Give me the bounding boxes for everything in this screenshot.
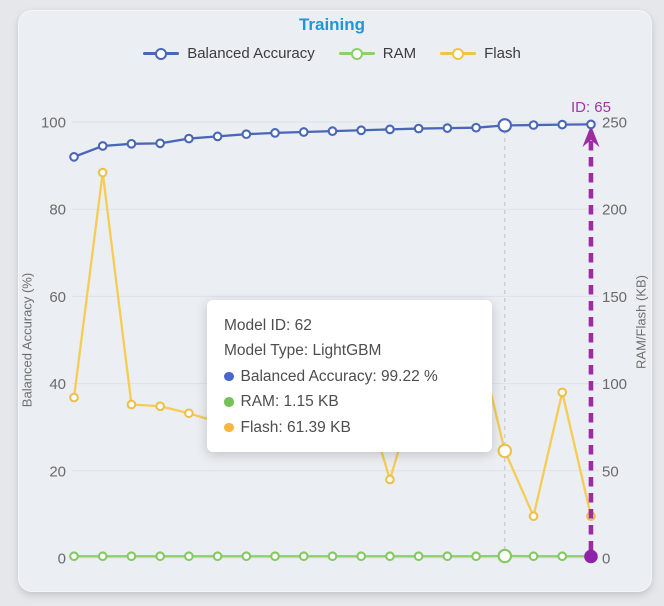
right-axis-tick: 200 — [602, 202, 627, 219]
right-axis-tick: 0 — [602, 551, 610, 568]
legend-circle-icon — [452, 47, 465, 60]
data-point-balanced-accuracy[interactable] — [212, 131, 223, 142]
data-point-flash[interactable] — [385, 474, 395, 485]
annotation-dot — [584, 549, 598, 564]
tooltip-row-balanced-accuracy: Balanced Accuracy: 99.22 % — [224, 364, 475, 389]
data-point-flash[interactable] — [528, 511, 539, 521]
tooltip-model-type: Model Type: LightGBM — [224, 342, 382, 360]
left-axis-tick: 60 — [49, 289, 66, 306]
right-axis-tick: 50 — [602, 463, 619, 480]
data-point-balanced-accuracy[interactable] — [385, 124, 395, 135]
data-point-ram[interactable] — [528, 551, 539, 562]
left-axis-tick: 20 — [49, 463, 66, 480]
ram-dot-icon — [224, 397, 234, 407]
data-point-balanced-accuracy[interactable] — [442, 123, 453, 133]
left-axis-tick: 0 — [58, 551, 66, 568]
data-point-balanced-accuracy[interactable] — [241, 129, 252, 140]
data-point-balanced-accuracy[interactable] — [270, 128, 280, 138]
data-point-flash[interactable] — [126, 399, 137, 410]
annotation-arrow-up-icon — [582, 125, 600, 147]
data-point-ram[interactable] — [241, 551, 252, 562]
series-ram — [69, 548, 596, 564]
left-axis-tick: 100 — [41, 115, 66, 132]
data-point-ram[interactable] — [298, 551, 309, 562]
data-point-balanced-accuracy[interactable] — [356, 125, 367, 136]
legend-line-marker-icon — [440, 47, 477, 60]
legend-label: RAM — [382, 45, 417, 62]
legend-item-balanced-accuracy[interactable]: Balanced Accuracy — [143, 45, 315, 62]
data-point-ram[interactable] — [69, 551, 79, 562]
data-point-flash[interactable] — [155, 401, 166, 412]
legend-label: Flash — [484, 45, 521, 62]
legend-label: Balanced Accuracy — [187, 45, 315, 62]
legend-item-flash[interactable]: Flash — [440, 45, 521, 62]
data-point-flash[interactable] — [557, 387, 568, 398]
data-point-balanced-accuracy[interactable] — [557, 119, 568, 130]
data-point-balanced-accuracy[interactable] — [586, 119, 596, 130]
data-point-ram[interactable] — [442, 551, 453, 562]
right-axis-tick: 100 — [602, 376, 627, 393]
annotation-id-65: ID: 65 — [571, 99, 611, 564]
legend-circle-icon — [350, 47, 363, 60]
series-balanced-accuracy — [69, 118, 596, 162]
legend-line-marker-icon — [143, 47, 180, 60]
data-point-ram[interactable] — [471, 551, 481, 562]
data-point-ram[interactable] — [270, 551, 280, 562]
balanced-accuracy-dot-icon — [224, 371, 234, 382]
data-point-flash[interactable] — [184, 408, 194, 419]
data-point-flash[interactable] — [497, 443, 513, 459]
legend-circle-icon — [155, 47, 168, 60]
legend-item-ram[interactable]: RAM — [338, 45, 417, 62]
data-point-flash[interactable] — [69, 392, 79, 403]
data-point-flash[interactable] — [97, 167, 108, 178]
left-axis-title: Balanced Accuracy (%) — [19, 272, 35, 408]
data-point-ram[interactable] — [385, 551, 395, 562]
data-point-ram[interactable] — [126, 551, 137, 562]
data-point-balanced-accuracy[interactable] — [413, 123, 424, 134]
right-axis-title: RAM/Flash (KB) — [633, 275, 649, 369]
data-point-balanced-accuracy[interactable] — [69, 152, 79, 162]
data-point-balanced-accuracy[interactable] — [497, 118, 513, 133]
data-point-balanced-accuracy[interactable] — [184, 133, 194, 144]
data-point-ram[interactable] — [497, 548, 513, 564]
data-point-ram[interactable] — [327, 551, 338, 562]
data-point-ram[interactable] — [557, 551, 568, 562]
data-point-balanced-accuracy[interactable] — [97, 141, 108, 151]
data-point-ram[interactable] — [413, 551, 424, 562]
data-point-balanced-accuracy[interactable] — [126, 138, 137, 149]
tooltip-row-ram: RAM: 1.15 KB — [224, 389, 475, 414]
tooltip-model-id: Model ID: 62 — [224, 317, 312, 334]
data-point-ram[interactable] — [212, 551, 223, 562]
chart-tooltip: Model ID: 62 Model Type: LightGBM Balanc… — [207, 300, 492, 452]
tooltip-text: RAM: 1.15 KB — [240, 393, 339, 411]
data-point-ram[interactable] — [356, 551, 367, 562]
annotation-label: ID: 65 — [571, 99, 611, 116]
tooltip-text: Flash: 61.39 KB — [240, 418, 351, 436]
data-point-balanced-accuracy[interactable] — [327, 126, 338, 137]
data-point-balanced-accuracy[interactable] — [528, 120, 539, 130]
flash-dot-icon — [224, 422, 234, 433]
legend: Balanced Accuracy RAM Flash — [0, 45, 664, 62]
right-axis-tick: 250 — [602, 115, 627, 132]
data-point-balanced-accuracy[interactable] — [471, 122, 481, 133]
tooltip-row-flash: Flash: 61.39 KB — [224, 415, 475, 440]
data-point-ram[interactable] — [184, 551, 194, 562]
data-point-ram[interactable] — [97, 551, 108, 562]
left-axis-tick: 40 — [49, 376, 66, 393]
right-axis-tick: 150 — [602, 289, 627, 306]
legend-line-marker-icon — [338, 47, 375, 60]
tooltip-text: Balanced Accuracy: 99.22 % — [240, 367, 438, 385]
left-axis-tick: 80 — [49, 202, 66, 219]
data-point-ram[interactable] — [155, 551, 166, 562]
data-point-balanced-accuracy[interactable] — [155, 138, 166, 149]
chart-title: Training — [298, 15, 366, 34]
data-point-balanced-accuracy[interactable] — [298, 127, 309, 137]
